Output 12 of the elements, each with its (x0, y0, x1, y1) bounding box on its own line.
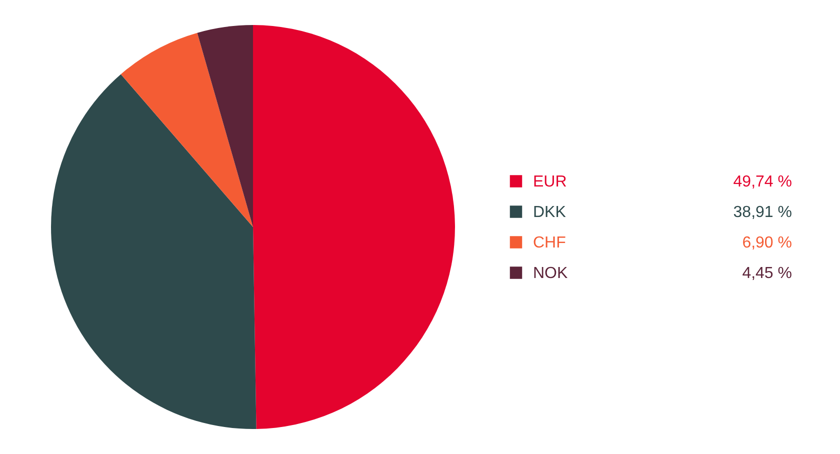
data-label: 49,74 % (733, 173, 792, 190)
pie-slice (51, 74, 256, 429)
pie-slice (120, 32, 253, 227)
legend-label: DKK (533, 204, 566, 221)
legend-label: CHF (533, 234, 566, 252)
data-label: 38,91 % (733, 204, 792, 221)
data-label: 6,90 % (742, 234, 792, 252)
legend-label: NOK (533, 264, 568, 282)
legend-label: EUR (533, 173, 567, 190)
data-label: 4,45 % (742, 264, 792, 282)
pie-slice (197, 25, 253, 227)
pie-slice (253, 25, 455, 429)
